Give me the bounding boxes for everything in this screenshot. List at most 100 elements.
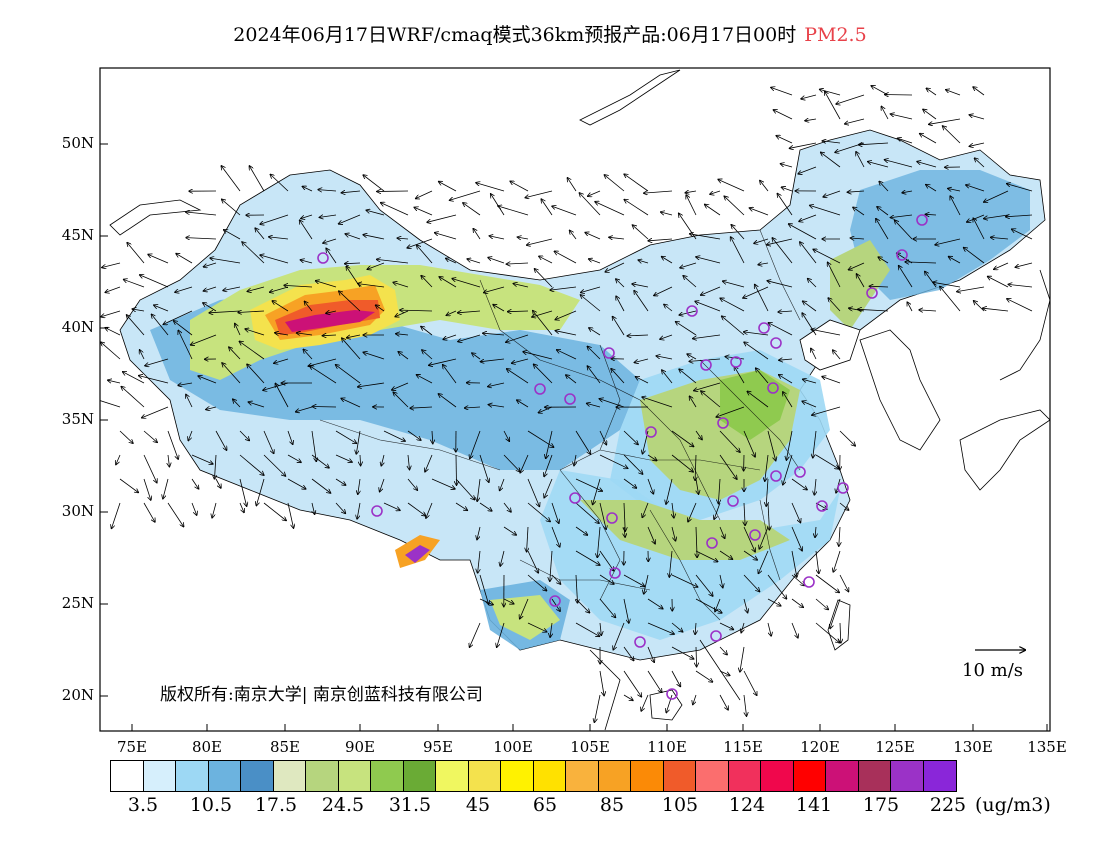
station-markers — [317, 214, 928, 700]
wind-arrow — [599, 550, 614, 571]
wind-arrow — [438, 394, 457, 408]
axis-ticks — [100, 143, 1048, 731]
wind-arrow — [715, 598, 721, 612]
wind-arrow — [879, 182, 889, 192]
wind-arrow — [455, 502, 467, 510]
wind-arrow — [654, 286, 673, 296]
wind-arrow — [672, 502, 674, 518]
wind-arrow — [414, 207, 433, 216]
wind-arrow — [458, 334, 481, 342]
wind-arrow — [767, 574, 787, 599]
wind-arrow — [229, 347, 241, 360]
wind-arrow — [624, 502, 625, 531]
wind-arrow — [297, 333, 313, 335]
wind-arrow — [964, 248, 985, 264]
wind-arrow — [885, 160, 913, 168]
wind-arrow — [555, 310, 577, 320]
wind-arrow — [512, 358, 529, 363]
wind-arrow — [473, 229, 481, 240]
station-marker — [564, 393, 576, 405]
lat-label-35n: 35N — [61, 410, 94, 428]
wind-arrow — [421, 327, 433, 336]
wind-arrow — [594, 694, 601, 722]
colorbar-label: 3.5 — [127, 794, 159, 816]
wind-arrow — [493, 305, 505, 312]
wind-arrow — [767, 598, 781, 606]
wind-arrow — [443, 365, 457, 384]
wind-arrow — [891, 214, 913, 218]
wind-arrow — [429, 358, 457, 365]
wind-arrow — [479, 574, 489, 604]
wind-arrow — [477, 478, 481, 501]
wind-arrow — [891, 114, 913, 120]
wind-arrow — [758, 550, 769, 573]
wind-arrow — [823, 190, 841, 197]
wind-arrow — [296, 406, 313, 412]
wind-arrow — [119, 430, 133, 443]
wind-arrow — [270, 175, 289, 192]
wind-arrow — [935, 238, 961, 245]
lon-label-75e: 75E — [116, 738, 148, 756]
colorbar-unit: (ug/m3) — [975, 794, 1051, 816]
wind-arrow — [392, 382, 409, 390]
wind-arrow — [694, 382, 721, 391]
wind-arrow — [410, 407, 433, 408]
wind-arrow — [407, 502, 425, 516]
wind-arrow — [376, 305, 385, 312]
station-marker — [706, 537, 718, 549]
wind-arrow — [247, 364, 265, 384]
wind-arrow — [858, 309, 889, 311]
wind-arrow — [335, 502, 345, 513]
wind-arrow — [772, 238, 793, 264]
wind-arrow — [140, 350, 145, 360]
station-marker — [866, 287, 878, 299]
wind-arrow — [210, 258, 241, 264]
wind-arrow — [599, 598, 615, 618]
wind-arrow — [605, 262, 625, 272]
wind-arrow — [664, 305, 673, 312]
wind-arrow — [624, 200, 649, 216]
wind-arrow — [380, 478, 385, 492]
wind-arrow — [431, 478, 455, 489]
wind-arrow — [644, 191, 673, 193]
station-marker — [666, 688, 678, 700]
wind-arrow — [632, 284, 649, 288]
wind-arrow — [311, 430, 316, 461]
wind-arrow — [848, 191, 865, 192]
colorbar-label: 124 — [728, 794, 766, 816]
colorbar-swatch — [306, 761, 339, 791]
wind-arrow — [507, 369, 529, 384]
wind-arrow — [119, 478, 138, 493]
wind-arrow — [335, 430, 356, 443]
wind-arrow — [647, 598, 663, 609]
wind-arrow — [671, 670, 680, 687]
wind-arrow — [142, 406, 169, 418]
wind-arrow — [336, 365, 361, 384]
wind-arrow — [472, 353, 481, 360]
station-marker — [603, 347, 615, 359]
wind-arrow — [676, 322, 697, 336]
wind-arrow — [575, 430, 591, 454]
wind-arrow — [718, 180, 745, 192]
colorbar-swatch — [598, 761, 631, 791]
lon-label-100e: 100E — [493, 738, 533, 756]
wind-arrow — [575, 502, 599, 523]
colorbar-swatch — [468, 761, 501, 791]
wind-arrow — [186, 212, 217, 216]
wind-arrow — [969, 115, 985, 120]
wind-arrow — [613, 317, 625, 336]
wind-arrow — [439, 277, 457, 288]
wind-arrow — [481, 358, 505, 362]
wind-arrow — [421, 276, 433, 288]
colorbar-swatch — [663, 761, 696, 791]
wind-arrow — [300, 220, 313, 240]
wind-arrow — [600, 622, 601, 635]
wind-arrow — [686, 195, 697, 216]
wind-arrow — [102, 262, 121, 268]
wind-arrow — [822, 377, 841, 384]
lon-label-105e: 105E — [570, 738, 610, 756]
wind-arrow — [174, 321, 193, 336]
lon-label-130e: 130E — [953, 738, 993, 756]
wind-arrow — [143, 502, 155, 522]
